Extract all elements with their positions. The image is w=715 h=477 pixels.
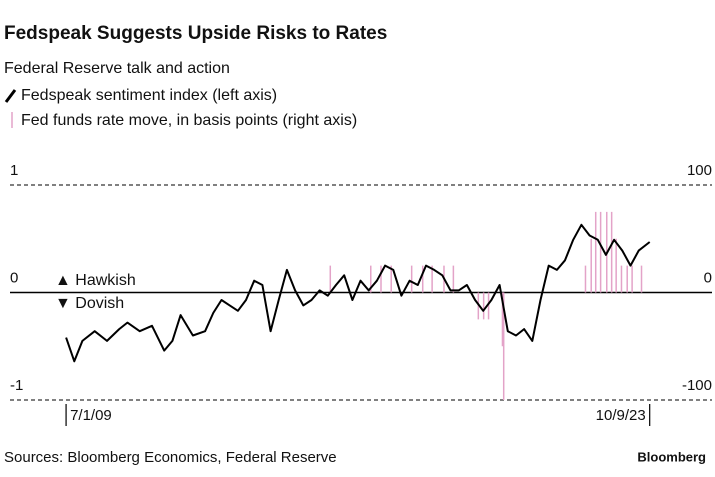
bar [390,265,392,293]
x-tick-label: 10/9/23 [596,407,646,424]
bar [501,292,504,347]
annotation: ▲ Hawkish [55,272,136,289]
y-tick-label: 0 [10,269,18,286]
annotation: ▼ Dovish [55,295,124,312]
bar [584,265,587,293]
bar [502,292,505,400]
bar [487,292,490,320]
bar [482,292,485,320]
line [65,223,651,363]
bar [431,265,433,293]
legend-line-icon [4,89,17,103]
bar [410,265,413,293]
y2-tick-label: -100 [682,377,712,394]
bar [590,238,592,293]
source: Sources: Bloomberg Economics, Federal Re… [4,449,337,466]
bar [421,265,424,293]
legend-label: Fed funds rate move, in basis points (ri… [21,112,357,129]
bar [380,265,382,293]
bar [452,265,455,293]
bar [594,211,597,293]
bar [626,265,628,293]
brand: Bloomberg [637,449,706,464]
legend-label: Fedspeak sentiment index (left axis) [21,87,277,104]
y2-tick-label: 0 [704,269,712,286]
bar [631,265,633,293]
y-tick-label: -1 [10,377,23,394]
bar [610,211,613,293]
chart-title: Fedspeak Suggests Upside Risks to Rates [4,23,387,44]
y-tick-label: 1 [10,162,18,179]
bar [599,211,602,293]
bar [640,265,643,293]
bar [615,238,617,293]
bar [329,265,332,293]
bar [370,265,372,293]
bar [620,265,623,293]
x-tick-label: 7/1/09 [70,407,112,424]
chart-subtitle: Federal Reserve talk and action [4,60,230,77]
y2-tick-label: 100 [687,162,712,179]
